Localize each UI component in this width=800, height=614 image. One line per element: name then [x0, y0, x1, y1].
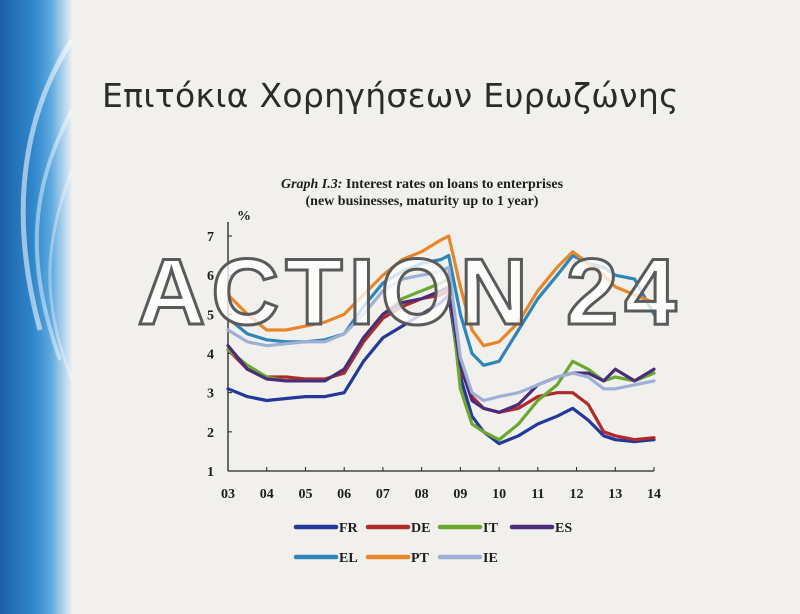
- legend-label-it: IT: [483, 521, 498, 536]
- legend-label-de: DE: [411, 521, 430, 536]
- x-tick-label: 11: [531, 487, 544, 502]
- chart-title: Graph I.3: Interest rates on loans to en…: [232, 176, 612, 210]
- y-tick-label: 4: [207, 348, 214, 363]
- watermark-text: ACTION 24: [136, 238, 683, 346]
- x-tick-label: 06: [337, 487, 351, 502]
- y-tick-label: 7: [207, 230, 214, 245]
- chart-title-line-1: Interest rates on loans to enterprises: [345, 177, 564, 192]
- x-tick-label: 12: [570, 487, 584, 502]
- legend-label-el: EL: [339, 551, 358, 566]
- x-tick-label: 14: [647, 487, 661, 502]
- series-line-ie: [226, 265, 656, 403]
- x-tick-label: 05: [298, 487, 312, 502]
- legend-label-pt: PT: [411, 551, 430, 566]
- series-line-pt: [226, 234, 656, 348]
- y-tick-label: 6: [207, 269, 214, 284]
- legend-label-es: ES: [555, 521, 572, 536]
- x-tick-label: 13: [608, 487, 622, 502]
- wave-decoration: [20, 38, 72, 381]
- y-tick-label: 2: [207, 426, 214, 441]
- legend-label-ie: IE: [483, 551, 498, 566]
- series-line-es: [226, 285, 656, 414]
- x-tick-label: 07: [376, 487, 390, 502]
- slide-side-band: [0, 0, 72, 614]
- graph-number: Graph I.3:: [280, 177, 343, 192]
- x-tick-label: 10: [492, 487, 506, 502]
- legend-label-fr: FR: [339, 521, 359, 536]
- x-tick-label: 09: [453, 487, 467, 502]
- y-tick-label: 3: [207, 387, 214, 402]
- x-tick-label: 04: [260, 487, 274, 502]
- x-tick-label: 03: [221, 487, 235, 502]
- y-tick-label: 5: [207, 308, 214, 323]
- slide-title: Επιτόκια Χορηγήσεων Ευρωζώνης: [102, 76, 679, 115]
- chart-subtitle: (new businesses, maturity up to 1 year): [305, 194, 539, 209]
- y-axis-label: %: [237, 209, 251, 224]
- y-tick-label: 1: [207, 465, 214, 480]
- x-tick-label: 08: [415, 487, 429, 502]
